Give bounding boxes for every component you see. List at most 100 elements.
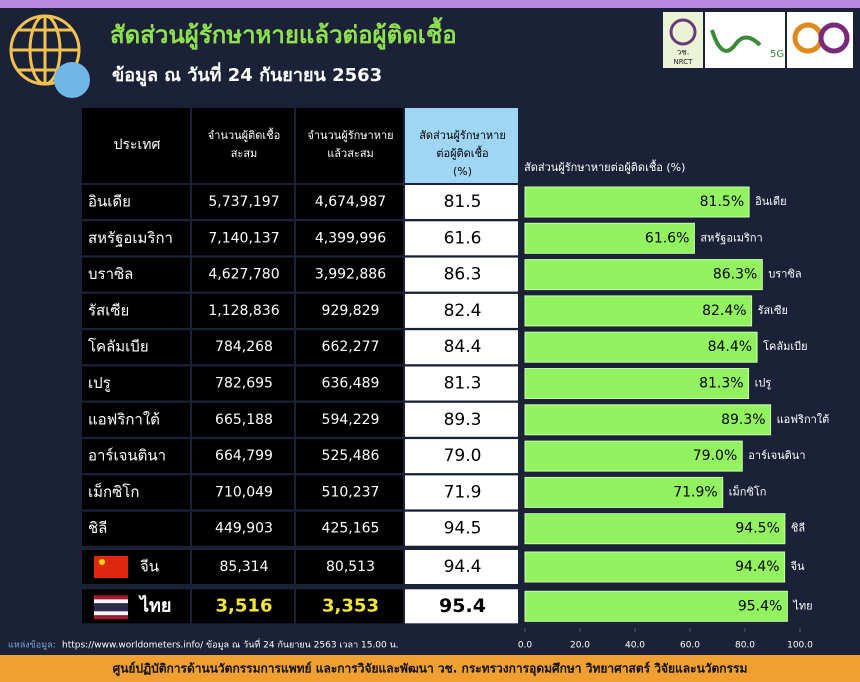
table-cell xyxy=(82,257,190,292)
table-cell xyxy=(296,185,403,219)
bar xyxy=(524,368,750,399)
table-value: 81.3 xyxy=(444,374,482,394)
logo-mark xyxy=(710,29,762,53)
value-label: 61.6% xyxy=(645,230,689,246)
bar xyxy=(524,222,695,254)
bar xyxy=(524,590,788,622)
bar xyxy=(524,295,753,327)
category-label: ชิลี xyxy=(791,522,805,535)
header-line: ต่อผู้ติดเชื้อ xyxy=(436,145,488,160)
table-cell xyxy=(296,550,403,584)
table-value: 81.5 xyxy=(444,192,482,212)
flag-thailand xyxy=(94,603,128,612)
table-value: 782,695 xyxy=(215,376,273,392)
title: สัดส่วนผู้รักษาหายแล้วต่อผู้ติดเชื้อ xyxy=(110,16,457,50)
table-cell xyxy=(192,185,294,219)
chart-title: สัดส่วนผู้รักษาหายต่อผู้ติดเชื้อ (%) xyxy=(524,159,685,174)
table-value: 71.9 xyxy=(444,482,482,502)
country-name: อินเดีย xyxy=(88,193,131,211)
country-name: ชิลี xyxy=(88,519,107,537)
logo-seal xyxy=(669,18,697,46)
table-value: 1,128,836 xyxy=(208,303,279,319)
table-cell xyxy=(405,221,518,256)
table-value: 784,268 xyxy=(215,339,273,355)
table-cell xyxy=(82,475,190,510)
country-name: เม็กซิโก xyxy=(88,482,139,501)
table-cell xyxy=(296,366,403,401)
table-cell xyxy=(82,293,190,328)
table-value: 61.6 xyxy=(444,228,482,248)
table-cell xyxy=(192,366,294,401)
table-cell xyxy=(192,221,294,256)
value-label: 95.4% xyxy=(738,598,782,614)
source-label: แหล่งข้อมูล: xyxy=(8,640,56,651)
table-cell xyxy=(296,589,403,624)
bar xyxy=(524,331,758,363)
table-value: 636,489 xyxy=(322,376,380,392)
logos: วช. NRCT 5G xyxy=(663,12,853,68)
table-value: 525,486 xyxy=(322,448,380,464)
table-cell xyxy=(296,511,403,546)
column-header: จำนวนผู้ติดเชื้อสะสม xyxy=(208,127,280,160)
table-cell xyxy=(296,221,403,256)
table-cell xyxy=(296,439,403,474)
category-label: บราซิล xyxy=(768,268,801,281)
table-cell xyxy=(405,402,518,437)
table-cell xyxy=(296,293,403,328)
country-name: ไทย xyxy=(138,594,171,616)
value-label: 86.3% xyxy=(713,267,757,283)
logo-text: วช. xyxy=(677,48,689,57)
table-cell xyxy=(192,475,294,510)
table-value: 929,829 xyxy=(322,303,380,319)
flag-star xyxy=(99,559,105,565)
value-label: 94.4% xyxy=(735,559,779,575)
x-tick-label: 0.0 xyxy=(518,641,533,651)
table-cell xyxy=(82,439,190,474)
table-cell xyxy=(82,185,190,219)
country-name: จีน xyxy=(140,558,159,576)
top-strip xyxy=(0,0,860,8)
category-label: ไทย xyxy=(792,599,812,612)
bar xyxy=(524,476,724,508)
category-label: อาร์เจนตินา xyxy=(748,449,805,462)
table-cell xyxy=(405,185,518,219)
table-value: 3,516 xyxy=(216,595,273,616)
category-label: จีน xyxy=(790,560,805,573)
bar xyxy=(524,259,763,291)
bar xyxy=(524,404,772,436)
logo-text: 5G xyxy=(770,49,784,60)
table-cell xyxy=(82,402,190,437)
globe-icon xyxy=(9,14,81,86)
table-cell xyxy=(82,511,190,546)
country-name: บราซิล xyxy=(88,265,133,283)
category-label: อินเดีย xyxy=(755,195,787,208)
country-name: อาร์เจนตินา xyxy=(88,447,166,465)
category-label: สหรัฐอเมริกา xyxy=(700,231,762,244)
table-cell xyxy=(405,475,518,510)
table-value: 85,314 xyxy=(220,559,269,575)
logo-mark xyxy=(818,22,850,54)
table-cell xyxy=(405,439,518,474)
bar xyxy=(524,440,743,472)
table-value: 510,237 xyxy=(322,484,380,500)
header-cell xyxy=(192,108,294,183)
category-label: โคลัมเบีย xyxy=(763,339,807,353)
category-label: แอฟริกาใต้ xyxy=(777,413,830,426)
table-cell xyxy=(296,330,403,365)
value-label: 81.5% xyxy=(700,194,744,210)
bar xyxy=(524,186,750,218)
country-name: เปรู xyxy=(88,374,111,392)
flag-china xyxy=(94,556,128,578)
column-header: ประเทศ xyxy=(114,137,161,153)
value-label: 94.5% xyxy=(735,521,779,537)
table-cell xyxy=(192,589,294,624)
table-value: 449,903 xyxy=(215,521,273,537)
table-cell xyxy=(82,366,190,401)
table-cell xyxy=(82,330,190,365)
table-cell xyxy=(405,257,518,292)
table-value: 3,992,886 xyxy=(315,267,386,283)
table-cell xyxy=(405,293,518,328)
table-cell xyxy=(296,402,403,437)
table-cell xyxy=(82,221,190,256)
